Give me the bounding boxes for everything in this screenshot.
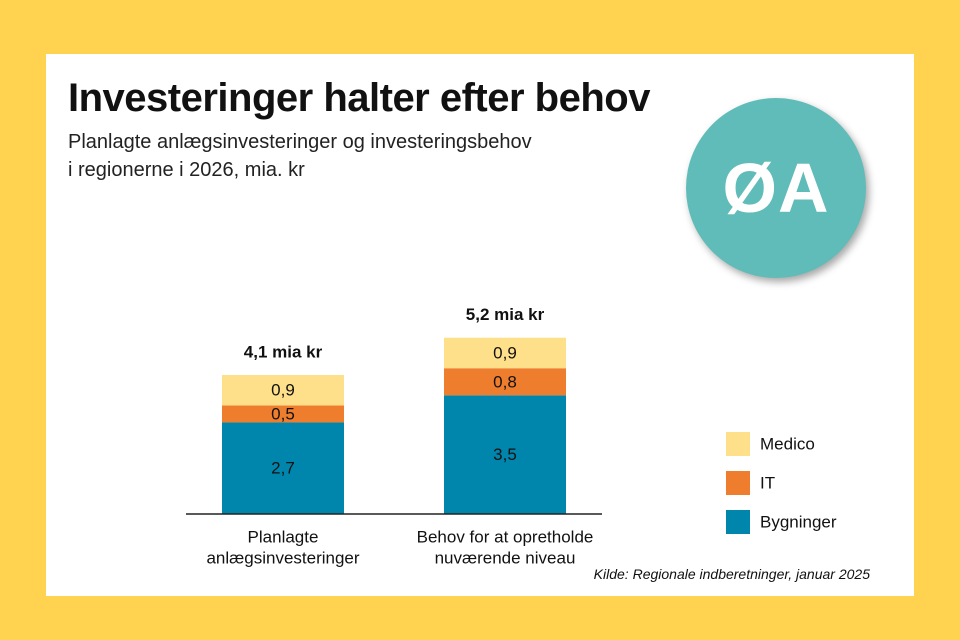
bar-label-it-1: 0,5 — [271, 404, 295, 423]
bar-segment-medico-1 — [222, 375, 344, 406]
bar-label-bygninger-2: 3,5 — [493, 445, 517, 464]
subtitle-line-1: Planlagte anlægsinvesteringer og investe… — [68, 131, 532, 153]
x-tick-label-2-line-2: nuværende niveau — [435, 548, 576, 567]
bar-segment-bygninger-1 — [222, 422, 344, 514]
bar-segment-it-2 — [444, 368, 566, 396]
bar-segment-it-1 — [222, 405, 344, 423]
subtitle-line-2: i regionerne i 2026, mia. kr — [68, 159, 305, 181]
bar-label-it-2: 0,8 — [493, 372, 517, 391]
chart-card: Investeringer halter efter behov Planlag… — [46, 54, 914, 596]
legend-label-medico: Medico — [760, 434, 815, 453]
bar-label-bygninger-1: 2,7 — [271, 459, 295, 478]
bar-label-medico-2: 0,9 — [493, 343, 517, 362]
legend-label-it: IT — [760, 473, 775, 492]
bar-segment-medico-2 — [444, 337, 566, 369]
badge-text: ØA — [722, 149, 830, 227]
bar-segment-bygninger-2 — [444, 395, 566, 514]
bar-label-medico-1: 0,9 — [271, 381, 295, 400]
legend-swatch-bygninger — [726, 510, 750, 534]
bar-total-label-2: 5,2 mia kr — [466, 305, 545, 324]
x-tick-label-2-line-1: Behov for at opretholde — [417, 527, 594, 546]
publisher-logo-badge: ØA — [686, 98, 866, 278]
legend-label-bygninger: Bygninger — [760, 512, 837, 531]
chart-subtitle: Planlagte anlægsinvesteringer og investe… — [68, 128, 628, 184]
chart-title: Investeringer halter efter behov — [68, 76, 650, 120]
legend-swatch-medico — [726, 432, 750, 456]
source-note: Kilde: Regionale indberetninger, januar … — [593, 566, 870, 582]
x-tick-label-1-line-2: anlægsinvesteringer — [206, 548, 359, 567]
bar-total-label-1: 4,1 mia kr — [244, 342, 323, 361]
x-tick-label-1-line-1: Planlagte — [248, 527, 319, 546]
stacked-bar-chart: 2,7 0,5 0,9 4,1 mia kr Planlagte anlægsinvest… — [186, 305, 837, 567]
legend-swatch-it — [726, 471, 750, 495]
